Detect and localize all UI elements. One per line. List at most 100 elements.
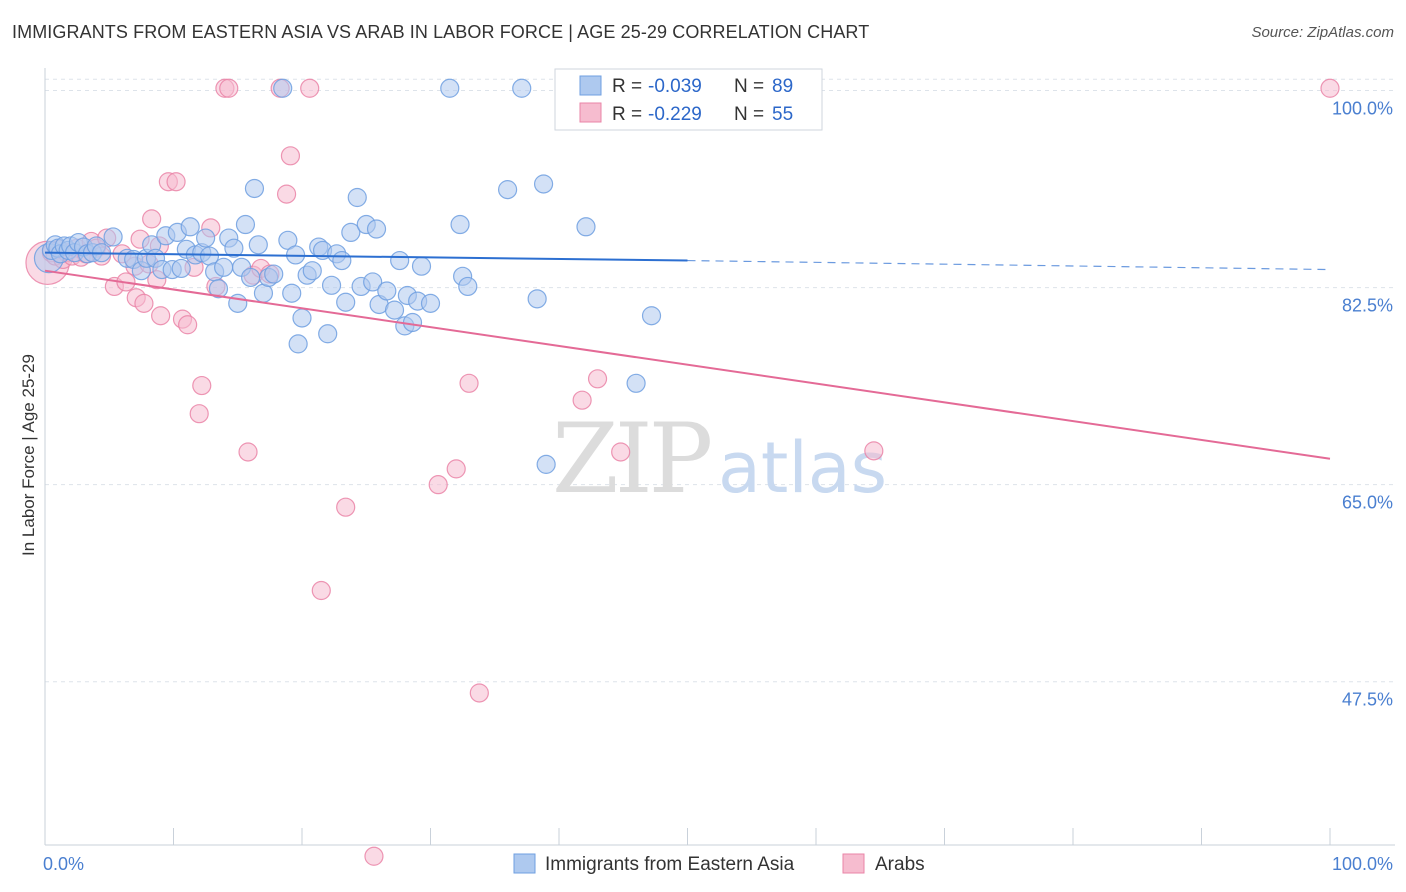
eastern-asia-point — [384, 300, 405, 320]
eastern-asia-point — [626, 373, 646, 393]
legend-n-value-blue: 89 — [772, 76, 793, 97]
eastern-asia-point — [288, 334, 308, 354]
legend-n-label-blue: N = — [734, 76, 764, 97]
eastern-asia-point — [248, 235, 268, 255]
arab-point — [311, 580, 331, 601]
eastern-asia-point — [420, 293, 441, 313]
x-tick-label-max: 100.0% — [1332, 854, 1393, 874]
bottom-legend: Immigrants from Eastern Asia Arabs — [513, 853, 925, 875]
eastern-asia-point — [282, 283, 302, 303]
arab-point — [459, 373, 479, 393]
x-tick-label-min: 0.0% — [43, 854, 84, 874]
eastern-asia-point — [264, 264, 284, 284]
eastern-asia-point — [390, 250, 410, 271]
eastern-asia-point — [576, 217, 596, 237]
y-tick-label: 47.5% — [1342, 690, 1393, 710]
gridlines — [45, 78, 1395, 683]
y-tick-label: 100.0% — [1332, 99, 1393, 119]
eastern-asia-point — [336, 292, 356, 312]
eastern-asia-trend-line — [44, 251, 688, 262]
eastern-asia-point — [411, 256, 432, 276]
eastern-asia-point — [377, 281, 397, 301]
arab-point — [587, 369, 608, 389]
eastern-asia-point — [498, 180, 518, 200]
eastern-asia-point — [321, 275, 342, 295]
arab-point — [178, 315, 198, 335]
arab-point — [219, 78, 239, 98]
eastern-asia-point — [273, 78, 293, 98]
eastern-asia-point — [450, 214, 470, 235]
eastern-asia-point — [366, 219, 387, 239]
arab-point — [364, 846, 384, 866]
arab-point — [280, 146, 301, 166]
eastern-asia-point — [171, 258, 191, 279]
eastern-asia-point — [318, 324, 338, 344]
arab-point — [238, 442, 258, 462]
eastern-asia-point — [103, 227, 123, 247]
eastern-asia-point — [440, 78, 460, 98]
legend-r-label-pink: R = — [612, 104, 642, 125]
bottom-legend-label-pink: Arabs — [875, 854, 925, 875]
eastern-asia-point — [402, 312, 423, 333]
arab-point — [134, 293, 154, 313]
eastern-asia-point — [363, 272, 383, 292]
eastern-asia-point — [224, 238, 244, 258]
chart-title: IMMIGRANTS FROM EASTERN ASIA VS ARAB IN … — [12, 22, 870, 42]
arab-point — [192, 375, 212, 396]
eastern-asia-point — [208, 279, 229, 299]
watermark-zip: ZIP — [552, 403, 711, 515]
arab-point — [276, 184, 297, 204]
eastern-asia-point — [347, 187, 367, 208]
arab-point — [428, 475, 448, 495]
legend-swatch-blue — [579, 75, 602, 96]
arab-trend-line — [44, 269, 1331, 460]
arab-point — [300, 78, 320, 98]
legend: R = -0.039 N = 89 R = -0.229 N = 55 — [554, 68, 823, 131]
arab-point — [142, 209, 162, 229]
eastern-asia-point — [244, 178, 265, 199]
eastern-asia-point — [196, 228, 216, 248]
arab-point — [572, 390, 592, 410]
eastern-asia-point — [332, 250, 352, 271]
legend-r-value-blue: -0.039 — [648, 76, 702, 97]
arab-point — [336, 497, 356, 517]
chart-source: Source: ZipAtlas.com — [1251, 24, 1394, 41]
watermark-atlas: atlas — [718, 427, 887, 509]
eastern-asia-point — [512, 78, 532, 98]
eastern-asia-point — [458, 276, 478, 297]
arab-point — [446, 459, 466, 479]
legend-swatch-pink — [579, 102, 602, 123]
axes — [44, 68, 1395, 846]
eastern-asia-point — [214, 257, 234, 277]
arab-point — [864, 441, 884, 461]
bottom-legend-swatch-blue — [513, 853, 536, 874]
arab-point — [189, 404, 209, 424]
y-tick-label: 65.0% — [1342, 493, 1393, 513]
eastern-asia-point — [292, 308, 312, 328]
watermark: ZIP atlas — [552, 403, 887, 515]
bottom-legend-label-blue: Immigrants from Eastern Asia — [545, 854, 795, 875]
bottom-legend-swatch-pink — [842, 853, 865, 874]
legend-r-value-pink: -0.229 — [648, 104, 702, 125]
eastern-asia-point — [180, 217, 200, 237]
eastern-asia-point — [641, 306, 662, 326]
eastern-asia-point — [533, 174, 554, 194]
arab-point — [151, 306, 171, 326]
eastern-asia-point — [235, 214, 256, 235]
x-tick-labels: 0.0% 100.0% — [43, 828, 1393, 874]
eastern-asia-trend-line-extension — [687, 259, 1331, 271]
arab-point — [1320, 78, 1340, 98]
eastern-asia-point — [302, 261, 322, 281]
y-axis-title: In Labor Force | Age 25-29 — [19, 354, 38, 556]
y-tick-labels: 47.5% 65.0% 82.5% 100.0% — [1332, 99, 1393, 710]
legend-n-value-pink: 55 — [772, 104, 793, 125]
eastern-asia-point — [241, 267, 261, 288]
arab-point — [166, 172, 186, 192]
eastern-asia-point — [536, 454, 556, 474]
legend-n-label-pink: N = — [734, 104, 764, 125]
data-points — [25, 78, 1340, 866]
trend-lines — [44, 251, 1331, 460]
eastern-asia-point — [527, 289, 547, 309]
arab-point — [469, 683, 489, 703]
